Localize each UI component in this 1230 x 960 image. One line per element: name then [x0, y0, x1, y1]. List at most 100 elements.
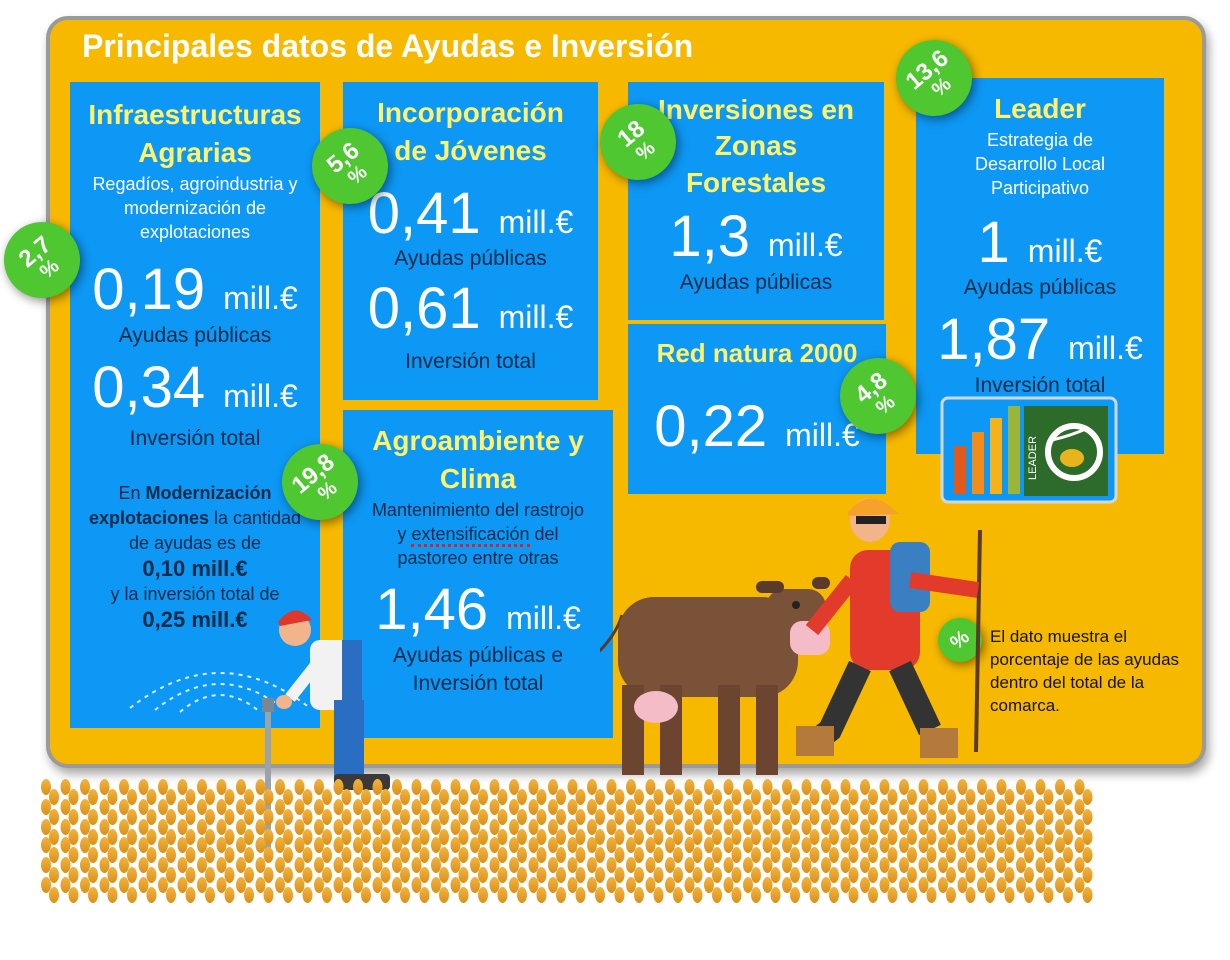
wheat-grain: [665, 877, 675, 893]
wheat-grain: [899, 799, 909, 815]
wheat-grain: [575, 867, 586, 883]
wheat-grain: [361, 867, 371, 883]
wheat-grain: [439, 829, 449, 845]
jovenes-inversion-unit: mill.€: [498, 298, 574, 335]
wheat-grain: [957, 837, 968, 853]
wheat-grain: [946, 809, 956, 825]
wheat-grain: [548, 779, 558, 795]
wheat-grain: [419, 789, 430, 805]
wheat-grain: [361, 829, 371, 845]
wheat-grain: [587, 799, 597, 815]
wheat-grain: [517, 887, 527, 903]
wheat-grain: [938, 819, 948, 835]
wheat-grain: [887, 887, 898, 903]
infra-ayudas-unit: mill.€: [223, 280, 298, 317]
forestal-ayudas-value: 1,3: [669, 204, 750, 270]
wheat-grain: [692, 829, 703, 845]
wheat-grain: [556, 847, 566, 863]
wheat-grain: [255, 837, 266, 853]
wheat-grain: [197, 799, 207, 815]
wheat-grain: [595, 887, 605, 903]
wheat-grain: [1043, 867, 1054, 883]
wheat-grain: [946, 867, 956, 883]
wheat-grain: [606, 779, 617, 795]
wheat-grain: [80, 837, 90, 853]
wheat-grain: [1055, 857, 1065, 873]
jovenes-inversion-value: 0,61: [367, 275, 481, 341]
wheat-grain: [333, 819, 344, 835]
wheat-grain: [224, 847, 235, 863]
wheat-grain: [996, 799, 1007, 815]
wheat-grain: [146, 829, 157, 845]
wheat-grain: [333, 857, 344, 873]
wheat-grain: [119, 799, 129, 815]
wheat-grain: [341, 887, 352, 903]
wheat-grain: [770, 829, 781, 845]
wheat-grain: [868, 867, 878, 883]
wheat-grain: [977, 857, 987, 873]
wheat-grain: [665, 779, 675, 795]
wheat-grain: [840, 837, 851, 853]
wheat-grain: [80, 877, 90, 893]
wheat-grain: [127, 887, 137, 903]
wheat-grain: [626, 837, 636, 853]
wheat-grain: [606, 877, 617, 893]
wheat-grain: [926, 809, 937, 825]
wheat-grain: [489, 877, 500, 893]
wheat-grain: [821, 877, 831, 893]
wheat-grain: [88, 809, 98, 825]
wheat-grain: [458, 887, 469, 903]
wheat-grain: [41, 779, 51, 795]
wheat-grain: [158, 779, 168, 795]
wheat-grain: [762, 877, 773, 893]
wheat-grain: [1074, 837, 1085, 853]
wheat-grain: [965, 789, 976, 805]
wheat-grain: [119, 877, 129, 893]
wheat-grain: [450, 877, 461, 893]
wheat-grain: [1063, 867, 1073, 883]
wheat-grain: [88, 789, 98, 805]
wheat-grain: [166, 867, 176, 883]
wheat-grain: [177, 819, 188, 835]
wheat-grain: [509, 877, 519, 893]
wheat-grain: [216, 837, 227, 853]
wheat-grain: [1024, 867, 1034, 883]
wheat-grain: [653, 867, 664, 883]
agroamb-subtitle-2: y extensificación del: [343, 522, 613, 547]
wheat-grain: [907, 809, 917, 825]
wheat-grain: [392, 857, 402, 873]
wheat-grain: [400, 829, 410, 845]
wheat-grain: [497, 887, 508, 903]
wheat-grain: [536, 887, 547, 903]
wheat-grain: [489, 799, 500, 815]
wheat-grain: [575, 887, 586, 903]
wheat-grain: [197, 819, 207, 835]
wheat-grain: [263, 887, 274, 903]
jovenes-heading-1: Incorporación: [377, 97, 564, 128]
wheat-grain: [205, 847, 215, 863]
jovenes-ayudas-label: Ayudas públicas: [394, 247, 547, 271]
wheat-grain: [88, 847, 98, 863]
wheat-grain: [860, 837, 870, 853]
wheat-grain: [205, 809, 215, 825]
wheat-grain: [840, 819, 851, 835]
infra-inversion-row: 0,34 mill.€: [70, 355, 320, 420]
wheat-grain: [918, 819, 929, 835]
wheat-grain: [41, 819, 51, 835]
wheat-grain: [244, 829, 254, 845]
wheat-grain: [1055, 877, 1065, 893]
wheat-grain: [275, 799, 285, 815]
wheat-grain: [965, 867, 976, 883]
wheat-grain: [860, 799, 870, 815]
infra-heading-1: Infraestructuras: [88, 99, 302, 130]
wheat-grain: [205, 829, 215, 845]
wheat-grain: [372, 857, 383, 873]
wheat-grain: [333, 799, 344, 815]
wheat-grain: [528, 819, 539, 835]
wheat-grain: [782, 779, 792, 795]
wheat-grain: [614, 847, 625, 863]
wheat-grain: [751, 789, 761, 805]
wheat-grain: [431, 799, 441, 815]
wheat-grain: [509, 799, 519, 815]
wheat-grain: [848, 847, 859, 863]
